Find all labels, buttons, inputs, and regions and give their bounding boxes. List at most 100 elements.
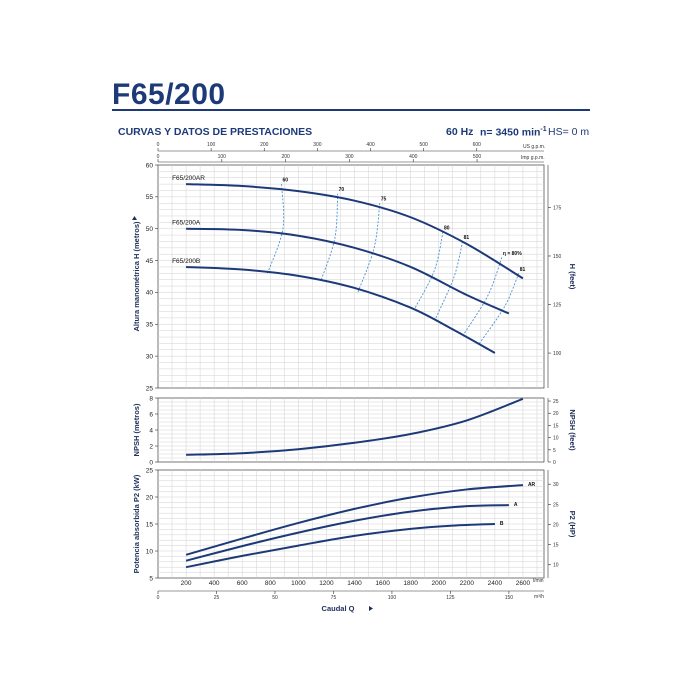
- hs-label: HS= 0 m: [548, 126, 590, 138]
- npsh-ytick-label: 0: [149, 459, 153, 466]
- us-gpm-unit: US g.p.m.: [523, 144, 545, 150]
- npsh-ytick-label: 2: [149, 443, 153, 450]
- frequency-label: 60 Hz: [446, 126, 474, 138]
- npsh-y2tick-label: 0: [553, 460, 556, 466]
- head-ytick-label: 30: [146, 353, 154, 360]
- power-curve: [185, 523, 495, 569]
- power-ytick-label: 20: [146, 494, 154, 501]
- efficiency-line: [356, 203, 381, 294]
- power-ytick-label: 5: [149, 575, 153, 582]
- speed-label: n= 3450 min-1: [480, 126, 547, 139]
- us-gpm-tick-label: 600: [473, 142, 482, 148]
- x-tick-label: 2400: [488, 580, 503, 587]
- head-y2tick-label: 150: [553, 254, 562, 260]
- power-curve-label: A: [514, 502, 518, 508]
- m3h-tick-label: 0: [157, 595, 160, 601]
- us-gpm-tick-label: 0: [157, 142, 160, 148]
- x-tick-label: 1800: [403, 580, 418, 587]
- power-curve: [185, 484, 524, 556]
- npsh-ytick-label: 4: [149, 427, 153, 434]
- npsh-y2tick-label: 20: [553, 411, 559, 417]
- power-ylabel: Potencia absorbida P2 (kW): [132, 474, 141, 573]
- npsh-y2tick-label: 15: [553, 423, 559, 429]
- m3h-unit-label: m³/h: [534, 594, 544, 600]
- power-curve-label: AR: [528, 482, 536, 488]
- efficiency-label: η = 80%: [503, 251, 522, 257]
- x-axis-title: Caudal Q: [322, 604, 355, 613]
- m3h-tick-label: 50: [272, 595, 278, 601]
- npsh-y2label: NPSH (feet): [568, 409, 577, 451]
- x-tick-label: 2000: [431, 580, 446, 587]
- imp-gpm-tick-label: 100: [218, 154, 227, 160]
- npsh-ylabel: NPSH (metros): [132, 403, 141, 456]
- m3h-tick-label: 100: [388, 595, 397, 601]
- us-gpm-tick-label: 400: [366, 142, 375, 148]
- x-tick-label: 2600: [516, 580, 531, 587]
- efficiency-label: 60: [283, 178, 289, 184]
- x-tick-label: 800: [265, 580, 276, 587]
- head-curve-label: F65/200AR: [172, 175, 205, 182]
- power-ytick-label: 25: [146, 467, 154, 474]
- power-ytick-label: 10: [146, 548, 154, 555]
- page-title: F65/200: [112, 78, 226, 111]
- efficiency-line: [435, 241, 464, 319]
- section-subtitle: CURVAS Y DATOS DE PRESTACIONES: [118, 126, 313, 138]
- x-tick-label: 400: [209, 580, 220, 587]
- npsh-y2tick-label: 25: [553, 399, 559, 405]
- npsh-curve: [186, 397, 524, 456]
- x-tick-label: 200: [181, 580, 192, 587]
- us-gpm-tick-label: 200: [260, 142, 269, 148]
- efficiency-line: [267, 184, 285, 274]
- efficiency-label: 81: [464, 235, 470, 241]
- efficiency-label: 70: [339, 187, 345, 193]
- x-unit-label: l/min: [533, 578, 544, 584]
- npsh-y2tick-label: 5: [553, 448, 556, 454]
- head-y2label: H (feet): [568, 264, 577, 290]
- power-y2tick-label: 25: [553, 502, 559, 508]
- power-y2tick-label: 10: [553, 563, 559, 569]
- m3h-tick-label: 25: [214, 595, 220, 601]
- head-ytick-label: 40: [146, 290, 154, 297]
- m3h-tick-label: 150: [505, 595, 514, 601]
- x-axis-arrow: [369, 606, 373, 611]
- head-y2tick-label: 175: [553, 205, 562, 211]
- head-curve: [186, 183, 524, 280]
- imp-gpm-tick-label: 0: [157, 154, 160, 160]
- m3h-tick-label: 75: [331, 595, 337, 601]
- head-ytick-label: 35: [146, 322, 154, 329]
- head-curve-label: F65/200B: [172, 258, 200, 265]
- us-gpm-tick-label: 500: [419, 142, 428, 148]
- x-tick-label: 1000: [291, 580, 306, 587]
- imp-gpm-tick-label: 200: [281, 154, 290, 160]
- x-tick-label: 1400: [347, 580, 362, 587]
- power-curve: [185, 504, 509, 562]
- npsh-ytick-label: 6: [149, 411, 153, 418]
- head-curve: [186, 265, 496, 354]
- head-y2tick-label: 125: [553, 303, 562, 309]
- head-plot-frame: [157, 164, 545, 389]
- ylabel-arrow: [132, 216, 137, 220]
- efficiency-label: 81: [520, 267, 526, 273]
- us-gpm-tick-label: 100: [207, 142, 216, 148]
- head-ytick-label: 50: [146, 226, 154, 233]
- head-ylabel: Altura manométrica H (metros): [132, 221, 141, 332]
- power-curve-label: B: [500, 521, 504, 527]
- speed-exponent: -1: [540, 126, 547, 133]
- x-tick-label: 1200: [319, 580, 334, 587]
- efficiency-label: 80: [444, 225, 450, 231]
- efficiency-label: 75: [381, 197, 387, 203]
- x-tick-label: 1600: [375, 580, 390, 587]
- efficiency-line: [463, 257, 503, 335]
- speed-value: n= 3450 min: [480, 126, 541, 139]
- efficiency-line: [320, 193, 339, 282]
- head-ytick-label: 45: [146, 258, 154, 265]
- imp-gpm-tick-label: 500: [473, 154, 482, 160]
- head-ytick-label: 60: [146, 162, 154, 169]
- efficiency-line: [414, 231, 444, 309]
- head-curve: [186, 227, 510, 315]
- power-ytick-label: 15: [146, 521, 154, 528]
- head-ytick-label: 55: [146, 194, 154, 201]
- imp-gpm-tick-label: 300: [345, 154, 354, 160]
- power-y2tick-label: 15: [553, 543, 559, 549]
